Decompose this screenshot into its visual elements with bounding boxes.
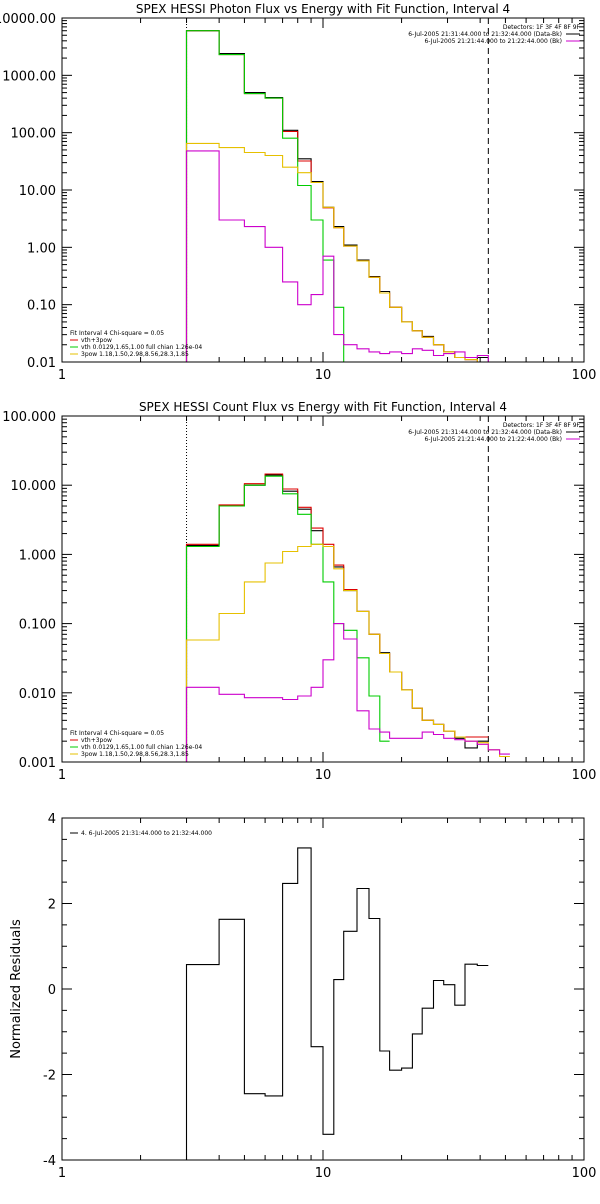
legend-left-entry: vth+3pow — [81, 337, 112, 344]
plot-area — [185, 30, 500, 362]
y-tick-label: 1.00 — [27, 241, 56, 256]
y-tick-label: 0.001 — [19, 756, 56, 771]
y-tick-label: 1.000 — [19, 548, 56, 563]
legend-left-entry: 3pow 1.18,1.50,2.98,8.56,28.3,1.85 — [81, 751, 189, 758]
series-line-3 — [185, 30, 357, 362]
x-tick-label: 10 — [315, 368, 332, 383]
series-line-2 — [185, 473, 489, 762]
series-line-3 — [185, 475, 390, 762]
series-line-5 — [185, 150, 500, 362]
x-tick-label: 10 — [315, 768, 332, 783]
y-tick-label: 0 — [48, 983, 56, 998]
plot-frame — [61, 415, 585, 763]
legend-right-entry: 6-Jul-2005 21:31:44.000 to 21:32:44.000 … — [408, 429, 562, 436]
y-tick-label: 4 — [48, 812, 56, 827]
legend-left-entry: 4. 6-Jul-2005 21:31:44.000 to 21:32:44.0… — [81, 830, 212, 837]
y-tick-label: 10.00 — [19, 184, 56, 199]
legend-right-entry: 6-Jul-2005 21:31:44.000 to 21:32:44.000 … — [408, 31, 562, 38]
x-tick-label: 10 — [315, 1166, 332, 1181]
legend-right-entry: 6-Jul-2005 21:21:44.000 to 21:22:44.000 … — [424, 436, 562, 443]
chart-panel-2: SPEX HESSI Count Flux vs Energy with Fit… — [2, 400, 596, 783]
legend-left-entry: 3pow 1.18,1.50,2.98,8.56,28.3,1.85 — [81, 351, 189, 358]
plot-area — [185, 847, 489, 1160]
chart-panel-3: Normalized Residuals 1 10 100 4 2 0 -2 -4 4. 6-Ju… — [9, 812, 596, 1181]
series-line-2 — [185, 30, 489, 362]
y-tick-label: 10000.00 — [0, 12, 56, 27]
series-line-1 — [185, 30, 489, 362]
legend-right-entry: 6-Jul-2005 21:21:44.000 to 21:22:44.000 … — [424, 38, 562, 45]
y-axis-label: Normalized Residuals — [9, 919, 24, 1059]
series-line-1 — [185, 474, 489, 762]
x-tick-label: 100 — [572, 768, 597, 783]
legend-right-entry: Detectors: 1F 3F 4F 8F 9F — [503, 24, 581, 31]
x-tick-label: 100 — [572, 368, 597, 383]
y-tick-label: -4 — [43, 1154, 56, 1169]
legend-left-entry: vth+3pow — [81, 737, 112, 744]
y-tick-label: 100.000 — [2, 410, 56, 425]
y-tick-label: 1000.00 — [2, 69, 56, 84]
legend-left-entry: Fit Interval 4 Chi-square = 0.05 — [70, 330, 164, 337]
y-tick-label: -2 — [43, 1069, 56, 1084]
chart-title: SPEX HESSI Photon Flux vs Energy with Fi… — [136, 2, 510, 16]
chart-title: SPEX HESSI Count Flux vs Energy with Fit… — [139, 400, 507, 414]
y-tick-label: 10.000 — [11, 479, 57, 494]
x-tick-label: 100 — [572, 1166, 597, 1181]
legend-left-entry: Fit Interval 4 Chi-square = 0.05 — [70, 730, 164, 737]
y-tick-label: 100.00 — [11, 127, 57, 142]
y-tick-label: 0.010 — [19, 687, 56, 702]
chart-panel-1: SPEX HESSI Photon Flux vs Energy with Fi… — [0, 2, 596, 383]
y-tick-label: 0.10 — [27, 299, 56, 314]
plot-area — [185, 473, 510, 762]
y-tick-label: 0.01 — [27, 356, 56, 371]
legend-right-entry: Detectors: 1F 3F 4F 8F 9F — [503, 422, 581, 429]
series-line-4 — [185, 142, 500, 362]
y-tick-label: 0.100 — [19, 618, 56, 633]
plot-frame — [61, 17, 585, 363]
legend-left-entry: vth 0.0129,1.65,1.00 full chian 1.26e-04 — [81, 344, 202, 351]
y-tick-label: 2 — [48, 898, 56, 913]
series-line-1 — [185, 847, 489, 1160]
plot-frame — [61, 817, 585, 1161]
x-tick-label: 1 — [58, 768, 66, 783]
x-tick-label: 1 — [58, 1166, 66, 1181]
x-tick-label: 1 — [58, 368, 66, 383]
legend-left-entry: vth 0.0129,1.65,1.00 full chian 1.26e-04 — [81, 744, 202, 751]
series-line-5 — [185, 623, 510, 762]
series-line-4 — [185, 543, 510, 762]
